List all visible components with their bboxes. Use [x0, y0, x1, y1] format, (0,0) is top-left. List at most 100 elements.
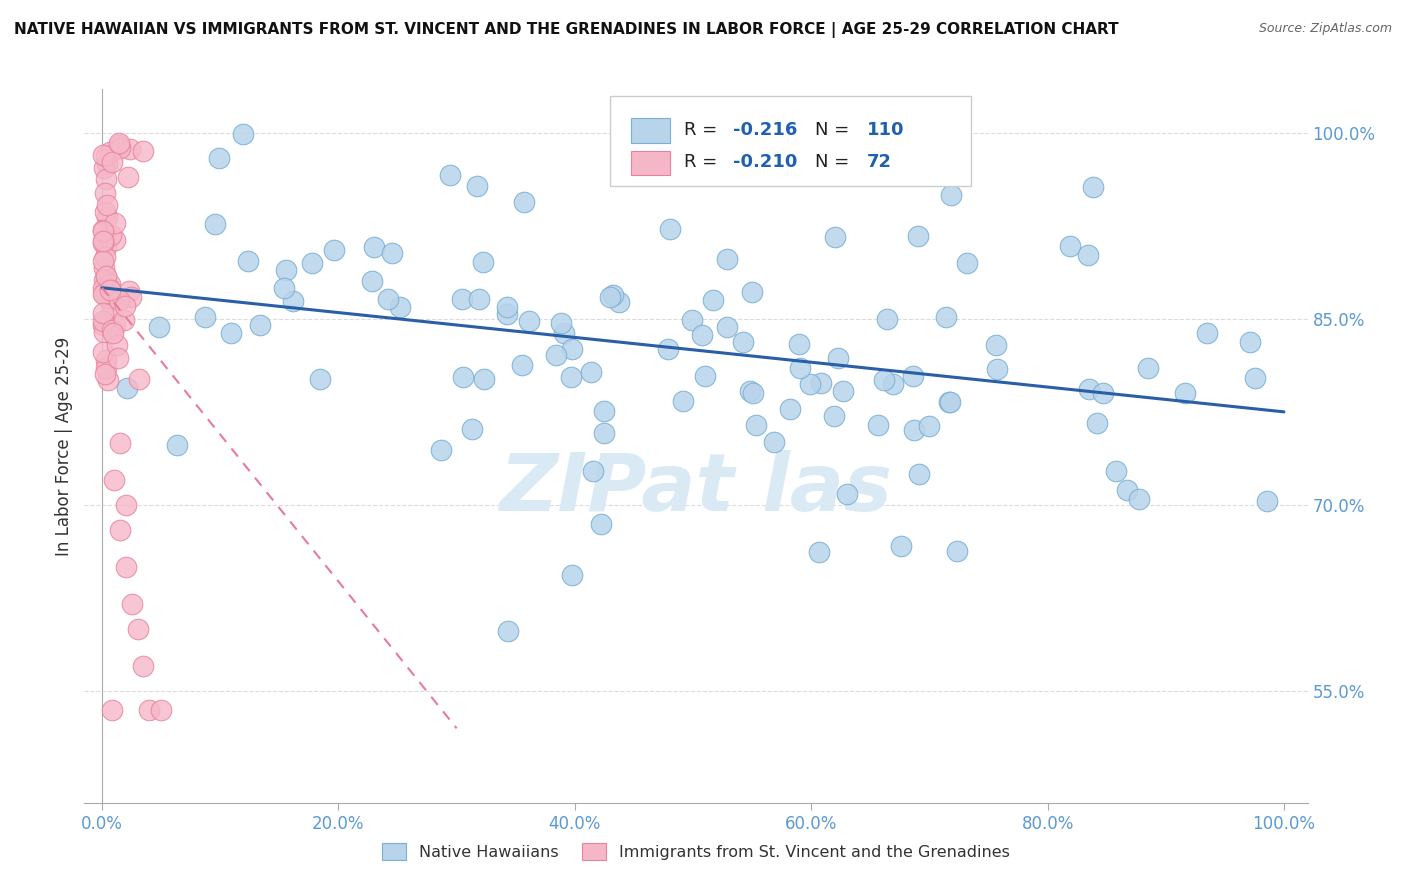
Point [472, 372, 495, 386]
Point [100, 227, 122, 242]
Point [938, 395, 960, 409]
Point [945, 544, 967, 558]
Point [1085, 416, 1108, 430]
Point [96, 197, 118, 211]
Point [104, 318, 127, 332]
Point [607, 295, 630, 310]
Point [138, 703, 160, 717]
Point [941, 187, 963, 202]
Point [98, 282, 121, 296]
Point [249, 318, 271, 332]
Point [702, 293, 724, 307]
Point [276, 262, 298, 277]
Point [823, 409, 845, 423]
Point [582, 464, 605, 478]
Point [91, 223, 114, 237]
Point [831, 384, 853, 398]
Point [91, 306, 114, 320]
Point [451, 369, 474, 384]
Point [907, 229, 929, 244]
Point [1174, 385, 1197, 400]
Point [824, 229, 846, 244]
Point [94, 172, 117, 186]
Point [93, 287, 115, 301]
Point [208, 151, 231, 165]
Point [128, 372, 150, 386]
Point [108, 141, 131, 155]
Point [1091, 386, 1114, 401]
Point [91, 235, 114, 250]
Point [117, 169, 139, 184]
Point [93, 250, 115, 264]
Point [430, 443, 453, 458]
Point [894, 123, 917, 137]
Text: R =: R = [683, 153, 723, 171]
Point [592, 426, 614, 441]
Point [93, 161, 115, 175]
Point [94, 360, 117, 375]
Point [132, 659, 155, 673]
Point [553, 326, 575, 340]
Point [738, 384, 761, 398]
Point [91, 224, 114, 238]
Point [97, 373, 120, 387]
Point [1244, 371, 1267, 385]
Point [690, 328, 713, 343]
Point [91, 148, 114, 162]
Point [98, 284, 121, 298]
Point [579, 365, 602, 379]
Point [166, 438, 188, 452]
Text: 72: 72 [868, 153, 893, 171]
Point [672, 394, 695, 409]
Point [323, 243, 346, 257]
Point [91, 234, 114, 248]
Text: NATIVE HAWAIIAN VS IMMIGRANTS FROM ST. VINCENT AND THE GRENADINES IN LABOR FORCE: NATIVE HAWAIIAN VS IMMIGRANTS FROM ST. V… [14, 22, 1119, 38]
Point [108, 436, 131, 450]
Point [93, 325, 115, 339]
Point [91, 314, 114, 328]
Point [544, 348, 567, 362]
Point [742, 385, 765, 400]
Point [194, 310, 217, 324]
Point [659, 222, 682, 236]
Point [903, 423, 925, 437]
Point [114, 498, 136, 512]
Point [93, 344, 115, 359]
Point [93, 232, 115, 246]
Point [657, 343, 679, 357]
Point [810, 376, 832, 390]
Point [98, 277, 121, 291]
Point [309, 372, 332, 386]
Point [91, 287, 114, 301]
Point [281, 293, 304, 308]
Text: R =: R = [683, 121, 723, 139]
Point [118, 284, 141, 298]
Point [101, 154, 124, 169]
Point [377, 293, 399, 307]
Point [589, 517, 612, 532]
Point [96, 269, 118, 284]
Point [204, 217, 226, 231]
Point [114, 299, 136, 313]
Point [127, 622, 149, 636]
Point [1105, 464, 1128, 478]
Point [381, 245, 404, 260]
Text: ZIPat las: ZIPat las [499, 450, 893, 528]
Point [1077, 383, 1099, 397]
Point [94, 240, 117, 254]
Point [104, 233, 127, 247]
FancyBboxPatch shape [610, 96, 972, 186]
Point [903, 368, 925, 383]
Point [232, 128, 254, 142]
Point [731, 334, 754, 349]
Text: -0.210: -0.210 [733, 153, 797, 171]
Point [148, 320, 170, 334]
Point [468, 292, 491, 306]
Point [779, 402, 801, 417]
Point [561, 342, 583, 356]
Point [1197, 326, 1219, 340]
Legend: Native Hawaiians, Immigrants from St. Vincent and the Grenadines: Native Hawaiians, Immigrants from St. Vi… [375, 837, 1017, 866]
Y-axis label: In Labor Force | Age 25-29: In Labor Force | Age 25-29 [55, 336, 73, 556]
Point [150, 703, 173, 717]
Point [695, 369, 717, 384]
